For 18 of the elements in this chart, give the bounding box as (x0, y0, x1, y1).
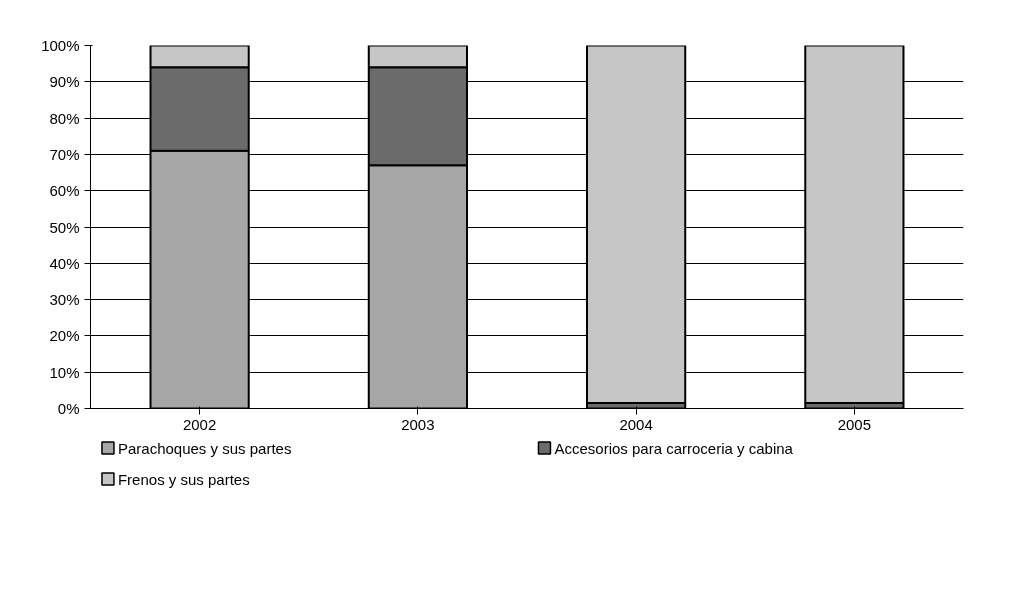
y-tick-label: 60% (49, 182, 80, 200)
x-tick-label: 2005 (837, 415, 872, 433)
x-tick-label: 2002 (182, 415, 217, 433)
y-tick-label: 50% (49, 218, 80, 236)
y-tick-label: 30% (49, 291, 80, 309)
y-tick-label: 100% (41, 37, 80, 54)
x-tick-label: 2003 (401, 415, 435, 433)
x-tick-label: 2004 (619, 415, 653, 433)
legend-label: Frenos y sus partes (117, 470, 250, 488)
y-tick-label: 20% (49, 327, 80, 345)
legend-label: Parachoques y sus partes (117, 439, 292, 457)
legend-label: Accesorios para carroceria y cabina (554, 439, 794, 457)
y-tick-label: 90% (49, 73, 80, 91)
y-tick-label: 10% (49, 363, 80, 381)
y-tick-label: 0% (57, 400, 80, 417)
y-tick-label: 80% (49, 109, 80, 127)
y-tick-label: 40% (49, 254, 80, 272)
y-tick-label: 70% (49, 145, 80, 163)
